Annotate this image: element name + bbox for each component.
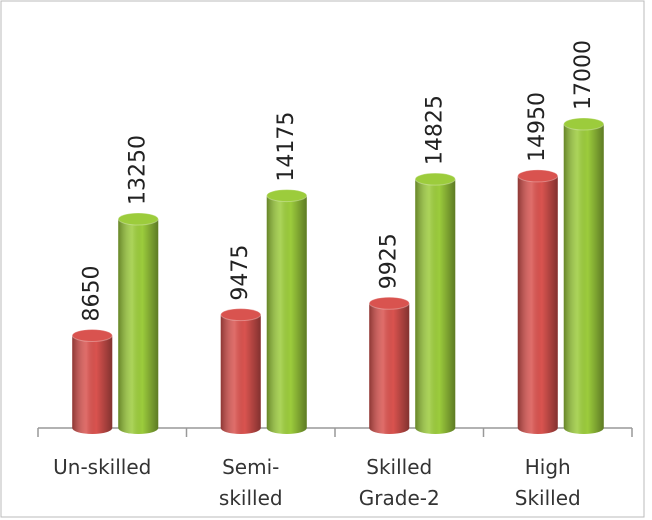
cylinder-part xyxy=(118,219,159,434)
data-label: 17000 xyxy=(571,40,596,110)
cylinder xyxy=(220,308,262,434)
cylinder xyxy=(414,172,456,434)
cylinder-part xyxy=(266,195,307,434)
x-tick-label: Semi- skilled xyxy=(218,455,283,510)
x-tick-label: Un-skilled xyxy=(53,455,152,479)
cylinder-part xyxy=(517,169,559,183)
data-label: 13250 xyxy=(125,135,150,205)
cylinder xyxy=(368,296,410,434)
data-label: 9475 xyxy=(228,245,253,301)
cylinder-part xyxy=(563,117,605,131)
cylinder xyxy=(266,189,308,434)
cylinder xyxy=(517,169,559,434)
data-label: 8650 xyxy=(79,266,104,322)
cylinder-part xyxy=(415,179,456,434)
cylinder-part xyxy=(117,212,159,226)
cylinder-part xyxy=(369,303,410,434)
cylinder-part xyxy=(414,172,456,186)
cylinder-part xyxy=(220,314,261,434)
cylinder-part xyxy=(517,175,558,434)
cylinder-part xyxy=(72,335,113,434)
cylinder-part xyxy=(71,329,113,343)
cylinder-part xyxy=(220,308,262,322)
cylinder-part xyxy=(563,124,604,434)
cylinder xyxy=(117,212,159,434)
cylinder xyxy=(71,329,113,434)
x-tick-label: High Skilled xyxy=(514,455,581,510)
x-tick-label: Skilled Grade-2 xyxy=(358,455,440,510)
cylinder xyxy=(563,117,605,434)
data-label: 14825 xyxy=(422,95,447,165)
data-label: 14175 xyxy=(274,112,299,182)
data-label: 14950 xyxy=(525,92,550,162)
cylinder-part xyxy=(368,296,410,310)
cylinder-part xyxy=(266,189,308,203)
data-label: 9925 xyxy=(376,233,401,289)
